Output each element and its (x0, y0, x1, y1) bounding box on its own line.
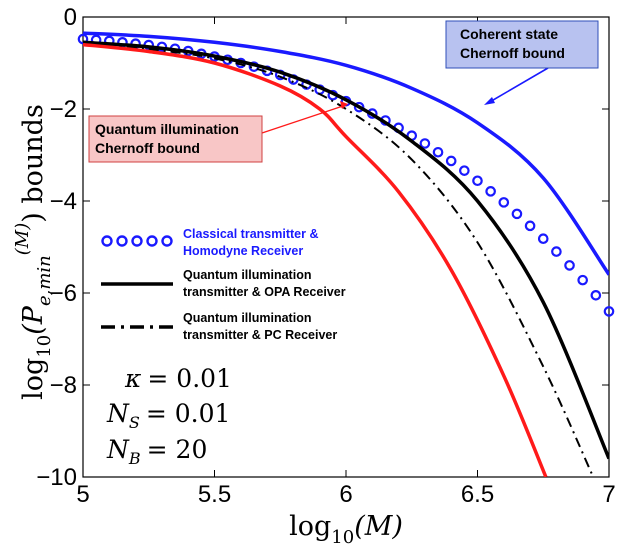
homodyne-data-point (498, 197, 510, 208)
y-tick-label: 0 (64, 4, 77, 31)
legend-label-pc: Quantum illumination transmitter & PC Re… (183, 311, 337, 342)
homodyne-data-point (577, 274, 588, 286)
y-tick-label: −10 (36, 464, 77, 491)
x-tick-label: 5 (76, 481, 89, 508)
homodyne-data-point (459, 165, 470, 176)
y-tick-label: −2 (50, 96, 77, 123)
annotation-coherent-arrowhead (484, 97, 495, 105)
param-ns: NS = 0.01 (106, 399, 230, 432)
legend-label-homodyne: Classical transmitter & Homodyne Receive… (183, 227, 322, 258)
homodyne-data-point (485, 186, 496, 197)
x-tick-label: 7 (602, 481, 615, 508)
homodyne-data-point (472, 175, 483, 187)
annotation-coherent-text: Coherent state Chernoff bound (460, 26, 565, 61)
homodyne-data-point (590, 289, 602, 301)
homodyne-data-point (537, 233, 549, 245)
series-line-4 (83, 42, 548, 477)
y-tick-label: −6 (50, 280, 77, 307)
homodyne-data-point (353, 101, 365, 113)
y-tick-label: −4 (50, 188, 77, 215)
x-tick-label: 6.5 (461, 481, 494, 508)
legend-marker-circle (161, 235, 173, 247)
legend: Classical transmitter & Homodyne Receive… (101, 227, 346, 342)
param-kappa: κ = 0.01 (124, 364, 232, 393)
legend-marker-circle (101, 235, 113, 247)
homodyne-data-point (603, 306, 615, 317)
annotation-qi-chernoff: Quantum illumination Chernoff bound (88, 101, 348, 163)
legend-item-homodyne: Classical transmitter & Homodyne Receive… (101, 227, 322, 258)
legend-marker-circle (116, 235, 128, 247)
legend-marker-circle (146, 235, 158, 247)
annotation-qi-arrowhead (340, 101, 348, 109)
annotation-qi-box (88, 115, 263, 163)
axis-ticks: 5 5.5 6 6.5 7 0 −2 −4 −6 −8 −10 (36, 4, 615, 508)
annotation-qi-arrow (261, 105, 344, 134)
homodyne-data-point (432, 146, 444, 158)
homodyne-data-point (551, 246, 562, 257)
annotation-coherent-box (445, 20, 599, 69)
annotation-coherent-arrow (487, 67, 549, 104)
homodyne-data-point (564, 260, 575, 271)
annotation-qi-text: Quantum illumination Chernoff bound (95, 121, 243, 156)
legend-marker-circles (101, 235, 173, 247)
param-nb: NB = 20 (106, 435, 207, 468)
legend-label-opa: Quantum illumination transmitter & OPA R… (183, 268, 346, 299)
homodyne-data-point (419, 138, 431, 149)
y-axis-label: log10(Pe,min(M)) bounds (12, 104, 55, 400)
annotation-coherent-chernoff: Coherent state Chernoff bound (445, 20, 599, 105)
x-axis-label: log10(M) (289, 511, 403, 548)
plot-area (82, 16, 610, 478)
homodyne-data-point (524, 220, 536, 232)
homodyne-data-point (445, 155, 457, 167)
parameters: κ = 0.01 NS = 0.01 NB = 20 (106, 364, 232, 468)
series-line-3 (83, 42, 595, 477)
legend-item-opa: Quantum illumination transmitter & OPA R… (101, 268, 346, 299)
legend-item-pc: Quantum illumination transmitter & PC Re… (101, 311, 337, 342)
legend-marker-circle (131, 235, 143, 247)
x-tick-label: 5.5 (198, 481, 231, 508)
homodyne-data-point (511, 208, 523, 220)
series-line-0 (83, 31, 609, 276)
series-line-2 (83, 40, 609, 460)
y-tick-label: −8 (50, 372, 77, 399)
series-layer (77, 31, 615, 477)
x-tick-label: 6 (339, 481, 352, 508)
